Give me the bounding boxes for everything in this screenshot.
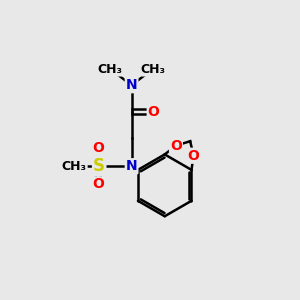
Text: O: O [188,149,200,163]
Text: CH₃: CH₃ [62,160,87,173]
Text: O: O [148,105,160,119]
Text: CH₃: CH₃ [140,62,165,76]
Text: O: O [92,141,103,155]
Text: N: N [126,159,137,173]
Text: O: O [170,139,182,153]
Text: O: O [92,177,103,191]
Text: S: S [93,157,105,175]
Text: CH₃: CH₃ [98,62,123,76]
Text: N: N [126,78,137,92]
